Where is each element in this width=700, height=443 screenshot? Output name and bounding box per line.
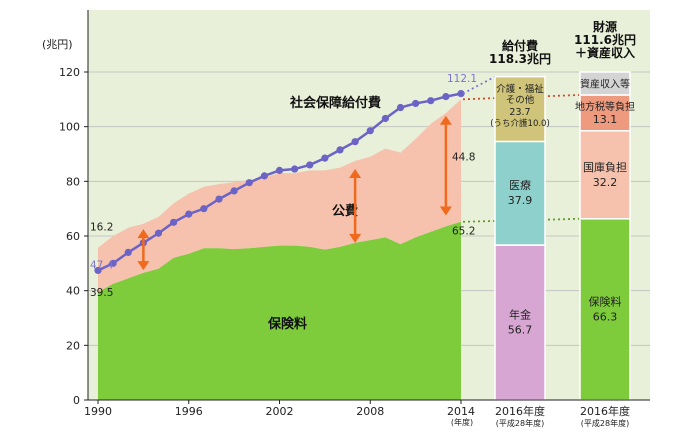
bar-category-label: 2016年度 — [495, 404, 545, 418]
total-benefit-point — [336, 146, 344, 154]
bar-b-value-national: 32.2 — [593, 176, 618, 189]
total-benefit-point — [442, 93, 450, 101]
total-benefit-point — [381, 114, 389, 123]
bar-segment — [579, 94, 631, 132]
y-tick-label: 20 — [66, 339, 80, 352]
bar-a-title-line: 118.3兆円 — [489, 51, 551, 66]
total-benefit-point — [351, 138, 359, 146]
label-insurance: 保険料 — [267, 316, 307, 332]
value-insurance-2014: 65.2 — [452, 226, 475, 238]
bar-category-sub: (平成28年度) — [581, 418, 629, 428]
total-benefit-point — [366, 127, 374, 135]
area-layers — [98, 99, 461, 400]
total-benefit-point — [412, 99, 420, 108]
total-benefit-point — [185, 210, 193, 218]
total-benefit-point — [427, 97, 435, 105]
bar-b-label-insurance: 保険料 — [589, 294, 622, 308]
bar-category-sub: (平成28年度) — [496, 418, 544, 428]
public-arrow-2007-head-up — [349, 169, 362, 179]
public-arrow-1993 — [137, 229, 150, 271]
total-benefit-point — [215, 195, 223, 203]
bar-b-label-asset: 資産収入等 — [580, 77, 630, 90]
total-benefit-point — [457, 89, 465, 98]
x-tick-label: 1996 — [175, 405, 203, 418]
y-tick-label: 60 — [66, 230, 80, 243]
total-benefit-point — [170, 218, 178, 226]
x-axis-unit: (年度) — [451, 417, 473, 427]
total-benefit-point — [230, 187, 238, 195]
total-benefit-point — [260, 172, 268, 180]
y-tick-label: 80 — [66, 175, 80, 188]
bar-a-note-care: (うち介護10.0) — [490, 118, 550, 129]
bar-b-title-line: ＋資産収入 — [575, 45, 635, 60]
bar-layer — [494, 71, 631, 401]
value-public-1990: 16.2 — [90, 221, 113, 233]
bar-a-value-pension: 56.7 — [508, 324, 533, 337]
y-tick-label: 120 — [59, 66, 80, 79]
total-benefit-point — [154, 229, 163, 237]
label-public-funds: 公費 — [332, 203, 358, 219]
bar-b-label-national: 国庫負担 — [583, 160, 627, 174]
bar-segment — [579, 218, 631, 401]
bar-segment — [579, 130, 631, 220]
value-public-2014: 44.8 — [452, 152, 475, 164]
y-tick-label: 0 — [73, 394, 80, 407]
bar-b-title-line: 財源 — [592, 19, 617, 34]
x-tick-label: 2014 — [447, 405, 475, 418]
public-funds-area — [98, 99, 461, 293]
bar-a-label-care-2: その他 — [506, 94, 535, 106]
bar-a-value-medical: 37.9 — [508, 194, 533, 207]
public-arrow-2013 — [439, 115, 452, 216]
y-axis-unit: (兆円) — [42, 38, 73, 51]
value-total-2014: 112.1 — [447, 73, 477, 85]
bar-a-label-medical: 医療 — [509, 178, 531, 192]
public-arrow-1993-head-up — [137, 229, 150, 239]
public-arrow-2013-head-up — [439, 115, 452, 125]
total-benefit-point — [200, 205, 208, 213]
bar-b-value-insurance: 66.3 — [593, 310, 618, 323]
bar-segment — [494, 75, 546, 143]
bar-a-label-care-1: 介護・福祉 — [496, 83, 544, 95]
bar-a-title-line: 給付費 — [502, 38, 538, 53]
bar-segment — [579, 71, 631, 96]
bar-a-value-care: 23.7 — [509, 107, 530, 118]
total-benefit-point — [109, 259, 117, 267]
value-total-1990: 47.4 — [90, 260, 114, 272]
public-arrow-1993-head-down — [137, 261, 150, 271]
connector-total — [462, 75, 496, 95]
total-line-layer — [94, 75, 581, 275]
x-tick-label: 2002 — [266, 405, 294, 418]
label-total-benefit: 社会保障給付費 — [289, 95, 381, 111]
total-benefit-point — [306, 161, 314, 169]
total-benefit-point — [291, 165, 299, 173]
y-tick-label: 40 — [66, 285, 80, 298]
insurance-premium-area — [98, 221, 461, 400]
value-insurance-1990: 39.5 — [90, 287, 113, 299]
bar-b-label-local: 地方税等負担 — [575, 100, 635, 113]
public-arrow-2013-head-down — [439, 206, 452, 216]
bar-b-value-local: 13.1 — [593, 113, 618, 126]
total-benefit-point — [321, 154, 329, 162]
bar-b-title-line: 111.6兆円 — [574, 32, 636, 47]
public-arrow-2007 — [349, 169, 362, 243]
bar-segment — [494, 244, 546, 401]
public-arrow-2007-head-down — [349, 233, 362, 243]
total-benefit-point — [124, 248, 132, 256]
total-benefit-point — [245, 179, 253, 187]
bar-category-label: 2016年度 — [580, 404, 630, 418]
x-tick-label: 2008 — [356, 405, 384, 418]
y-tick-label: 100 — [59, 121, 80, 134]
bar-a-label-pension: 年金 — [509, 308, 531, 322]
total-benefit-point — [396, 103, 405, 112]
x-tick-label: 1990 — [84, 405, 112, 418]
total-benefit-point — [94, 266, 102, 275]
bar-segment — [494, 140, 546, 246]
total-benefit-point — [275, 166, 284, 174]
